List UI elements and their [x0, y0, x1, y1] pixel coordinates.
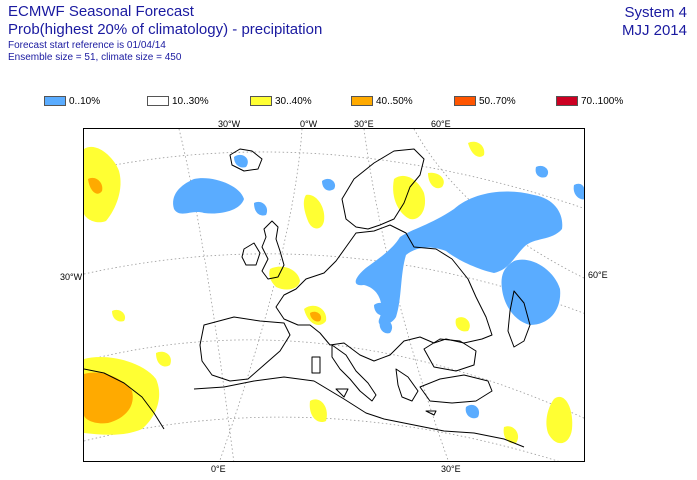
legend-swatch [250, 96, 272, 106]
prob-area [84, 146, 121, 223]
meridian-line [363, 129, 449, 461]
meridian-line [219, 129, 303, 461]
coastline-italy [331, 344, 377, 402]
coastline-crete [425, 410, 437, 416]
prob-area [501, 259, 561, 325]
grid-label-top-30e: 30°E [354, 119, 374, 129]
legend-swatch [556, 96, 578, 106]
coastline-north-africa [193, 376, 525, 448]
prob-0-10-areas [173, 154, 584, 419]
prob-area [309, 399, 327, 423]
prob-area [310, 311, 322, 322]
grid-label-right-60e: 60°E [588, 270, 608, 280]
season-label: MJJ 2014 [621, 22, 687, 39]
prob-area [374, 302, 388, 316]
prob-area [428, 172, 444, 189]
prob-area [84, 372, 133, 424]
coastline-iceland [229, 148, 263, 172]
legend-item-70-100: 70..100% [556, 95, 623, 107]
prob-area [234, 154, 248, 168]
legend-item-40-50: 40..50% [351, 95, 413, 107]
coastline-black-sea [423, 338, 477, 372]
prob-area [156, 351, 171, 367]
legend-label: 0..10% [69, 95, 101, 107]
grid-label-top-30w: 30°W [218, 119, 241, 129]
coastline-turkey [419, 374, 493, 404]
legend-swatch [454, 96, 476, 106]
coastline-scandinavia [341, 148, 425, 230]
prob-area [573, 183, 584, 200]
legend-item-50-70: 50..70% [454, 95, 516, 107]
title: ECMWF Seasonal Forecast [8, 3, 194, 20]
coastline-ireland [241, 242, 261, 266]
coastline-great-britain [261, 220, 285, 280]
prob-area [322, 178, 336, 191]
system-label: System 4 [624, 4, 687, 21]
coastline-atlantic [84, 368, 165, 430]
legend-label: 30..40% [275, 95, 312, 107]
legend-item-0-10: 0..10% [44, 95, 100, 107]
prob-area [455, 317, 470, 332]
coastline-europe-mainland [275, 224, 493, 362]
coastline-caspian-sea [507, 290, 531, 348]
prob-area [112, 309, 126, 322]
legend-swatch [147, 96, 169, 106]
parallel-line [84, 416, 559, 461]
ensemble-size: Ensemble size = 51, climate size = 450 [8, 52, 182, 63]
prob-area [269, 266, 300, 290]
prob-area [503, 426, 519, 444]
prob-area [379, 319, 393, 334]
grid-label-left-30w: 30°W [60, 272, 83, 282]
legend-label: 70..100% [581, 95, 624, 107]
prob-area [303, 194, 325, 229]
coastline-greece [395, 368, 419, 402]
legend-label: 40..50% [376, 95, 413, 107]
legend-item-30-40: 30..40% [250, 95, 312, 107]
parallel-line [84, 339, 584, 419]
legend-label: 50..70% [479, 95, 516, 107]
coastline-corsica-sardinia [311, 356, 321, 374]
grid-label-top-0w: 0°W [300, 119, 318, 129]
coastlines [84, 148, 531, 448]
parallel-line [84, 253, 584, 314]
legend-swatch [351, 96, 373, 106]
coastline-sicily [335, 388, 349, 398]
legend-item-10-30: 10..30% [147, 95, 209, 107]
legend: 0..10% 10..30% 30..40% 40..50% 50..70% 7… [44, 95, 664, 109]
prob-area [254, 201, 268, 216]
header-right: System 4 MJJ 2014 [622, 4, 687, 40]
legend-swatch [44, 96, 66, 106]
prob-area [546, 396, 573, 444]
prob-area [535, 165, 549, 178]
prob-area [88, 177, 103, 194]
forecast-map [83, 128, 585, 462]
prob-40-50-areas [84, 177, 322, 424]
subtitle: Prob(highest 20% of climatology) - preci… [8, 21, 323, 38]
grid-label-top-60e: 60°E [431, 119, 451, 129]
prob-area [355, 191, 563, 326]
header: ECMWF Seasonal Forecast Prob(highest 20%… [8, 4, 322, 63]
grid-label-bottom-30e: 30°E [441, 464, 461, 474]
grid-label-bottom-0e: 0°E [211, 464, 226, 474]
prob-area [465, 404, 480, 419]
start-reference: Forecast start reference is 01/04/14 [8, 40, 166, 51]
legend-label: 10..30% [172, 95, 209, 107]
map-canvas [84, 129, 584, 461]
prob-area [173, 178, 244, 214]
coastline-iberia [199, 316, 291, 382]
prob-area [468, 141, 485, 157]
meridian-line [178, 129, 235, 461]
